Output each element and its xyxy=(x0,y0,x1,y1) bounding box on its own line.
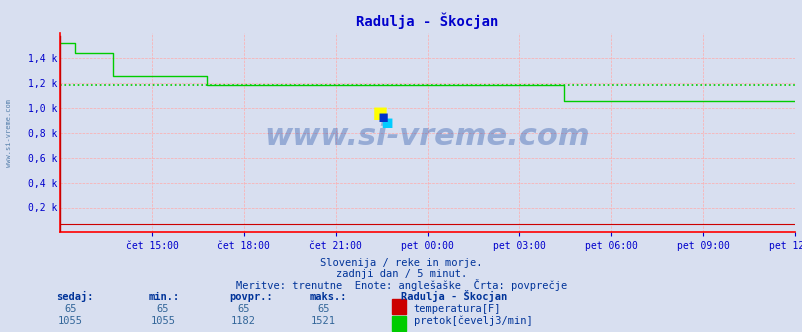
Text: Meritve: trenutne  Enote: anglešaške  Črta: povprečje: Meritve: trenutne Enote: anglešaške Črta… xyxy=(236,279,566,291)
Text: povpr.:: povpr.: xyxy=(229,292,272,302)
Text: sedaj:: sedaj: xyxy=(56,291,94,302)
Text: pretok[čevelj3/min]: pretok[čevelj3/min] xyxy=(413,315,532,326)
Text: ▪: ▪ xyxy=(378,108,389,126)
Text: 1055: 1055 xyxy=(58,316,83,326)
Text: 65: 65 xyxy=(237,304,249,314)
Text: 1055: 1055 xyxy=(150,316,176,326)
Text: 65: 65 xyxy=(64,304,77,314)
Bar xyxy=(391,299,406,314)
Text: 65: 65 xyxy=(156,304,169,314)
Text: 1182: 1182 xyxy=(230,316,256,326)
Text: Slovenija / reke in morje.: Slovenija / reke in morje. xyxy=(320,258,482,268)
Text: www.si-vreme.com: www.si-vreme.com xyxy=(265,122,589,151)
Text: Radulja - Škocjan: Radulja - Škocjan xyxy=(401,290,507,302)
Text: ▪: ▪ xyxy=(371,101,388,125)
Text: zadnji dan / 5 minut.: zadnji dan / 5 minut. xyxy=(335,269,467,279)
Text: ▪: ▪ xyxy=(380,113,393,132)
Text: 65: 65 xyxy=(317,304,330,314)
Bar xyxy=(391,316,406,331)
Text: temperatura[F]: temperatura[F] xyxy=(413,304,500,314)
Title: Radulja - Škocjan: Radulja - Škocjan xyxy=(356,13,498,29)
Text: maks.:: maks.: xyxy=(309,292,346,302)
Text: 1521: 1521 xyxy=(310,316,336,326)
Text: www.si-vreme.com: www.si-vreme.com xyxy=(6,99,12,167)
Text: min.:: min.: xyxy=(148,292,180,302)
